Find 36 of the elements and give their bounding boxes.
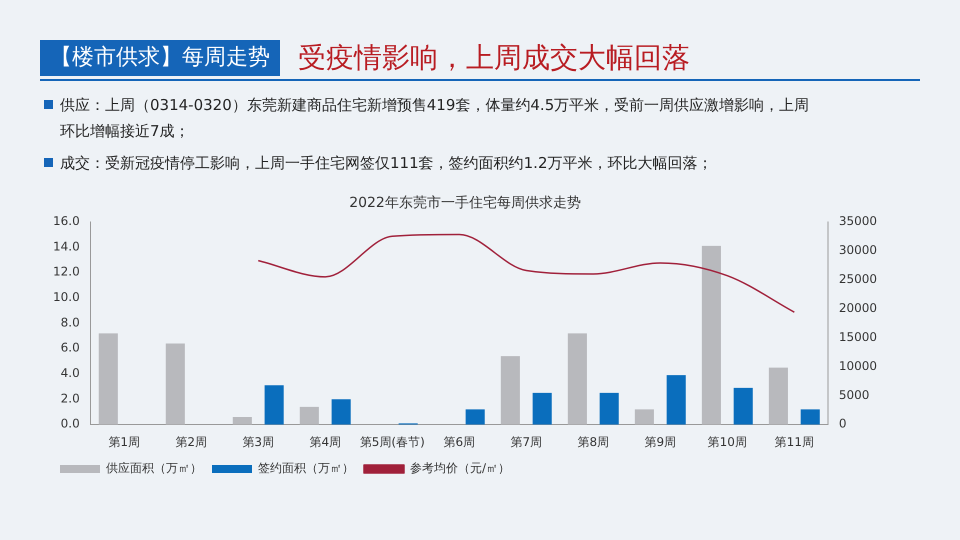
x-tick-label: 第5周(春节)	[360, 434, 425, 449]
text: 【楼市供求】每周走势	[40, 40, 280, 76]
legend-label: 参考均价（元/㎡）	[410, 461, 510, 476]
y-tick-label: 12.0	[53, 264, 80, 279]
y-tick-label: 2.0	[60, 391, 80, 406]
y2-tick-label: 10000	[838, 358, 878, 373]
y2-tick-label: 15000	[838, 330, 878, 344]
y2-tick-label: 5000	[838, 388, 870, 402]
x-tick-label: 第6周	[443, 434, 476, 449]
text: 供应：上周（0314-0320）东莞新建商品住宅新增预售419套，体量约4.5万平米，受前一周供应激增影响，上周环比增幅接近7成；	[60, 92, 820, 144]
y2-tick-label: 30000	[838, 242, 878, 257]
legend-label: 供应面积（万㎡）	[106, 461, 202, 476]
y2-tick-label: 0	[838, 416, 846, 431]
y2-tick-label: 20000	[838, 300, 878, 315]
text: 成交：受新冠疫情停工影响，上周一手住宅网签仅111套，签约面积约1.2万平米，环比大幅回落；	[60, 150, 820, 176]
legend-label: 签约面积（万㎡）	[258, 461, 354, 476]
y-tick-label: 0.0	[60, 416, 80, 431]
y-tick-label: 14.0	[53, 239, 80, 254]
x-tick-label: 第10周	[708, 434, 747, 449]
x-tick-label: 第2周	[175, 434, 208, 449]
x-tick-label: 第11周	[774, 434, 814, 449]
y-tick-label: 4.0	[60, 366, 80, 380]
x-tick-label: 第4周	[309, 434, 342, 449]
y2-tick-label: 35000	[838, 214, 878, 228]
x-tick-label: 第3周	[242, 434, 274, 449]
x-tick-label: 第9周	[644, 434, 676, 449]
y2-tick-label: 25000	[838, 272, 878, 286]
y-tick-label: 8.0	[60, 315, 80, 330]
x-tick-label: 第8周	[577, 434, 610, 449]
x-tick-label: 第1周	[108, 434, 140, 449]
chart-title: 2022年东莞市一手住宅每周供求走势	[349, 195, 581, 212]
x-tick-label: 第7周	[510, 434, 542, 449]
y-tick-label: 6.0	[60, 340, 80, 355]
text: 受疫情影响，上周成交大幅回落	[298, 40, 690, 76]
y-tick-label: 10.0	[53, 290, 80, 304]
y-tick-label: 16.0	[53, 214, 80, 228]
